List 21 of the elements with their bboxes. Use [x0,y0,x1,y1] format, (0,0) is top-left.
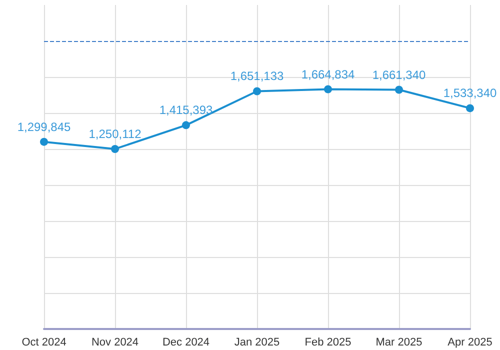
x-tick-label: Feb 2025 [304,336,352,348]
point [40,138,48,146]
data-label: 1,651,133 [230,69,284,84]
point [182,121,190,130]
x-tick-label: Nov 2024 [91,336,139,348]
point [253,87,261,96]
x-tick-label: Mar 2025 [376,336,422,348]
point [324,85,332,94]
data-label: 1,250,112 [88,126,142,141]
data-label: 1,661,340 [372,68,426,82]
x-tick-label: Oct 2024 [22,336,66,348]
point [395,86,403,94]
data-label: 1,299,845 [17,120,72,134]
point [466,104,474,112]
data-label: 1,533,340 [443,86,498,100]
x-tick-label: Jan 2025 [234,336,280,348]
point [111,144,119,153]
x-tick-label: Dec 2024 [162,336,210,348]
data-label: 1,664,834 [301,67,356,82]
x-tick-label: Apr 2025 [448,336,492,348]
data-label: 1,415,393 [159,103,214,118]
